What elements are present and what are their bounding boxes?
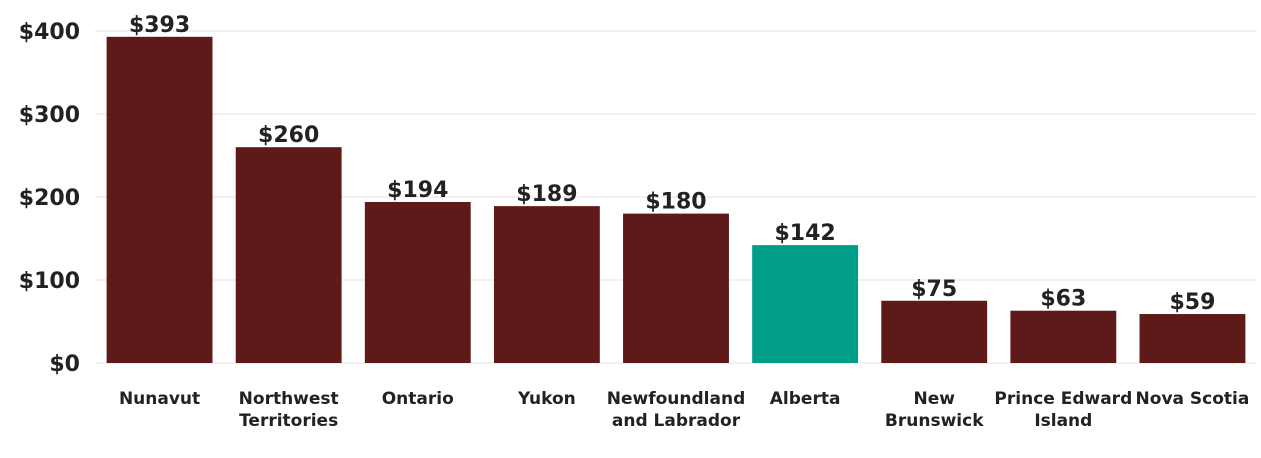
value-label: $180	[645, 190, 706, 215]
bar	[752, 245, 859, 363]
bar	[1139, 314, 1246, 363]
x-tick-label: Nunavut	[118, 389, 201, 409]
bar	[364, 201, 471, 363]
y-tick-label: $300	[19, 103, 80, 128]
y-tick-label: $200	[19, 186, 80, 211]
value-label: $59	[1169, 290, 1215, 315]
x-tick-label: New Brunswick	[884, 389, 984, 431]
x-tick-label: Ontario	[381, 389, 454, 409]
x-tick-label: Northwest Territories	[238, 389, 339, 431]
x-tick-label: Prince Edward Island	[994, 389, 1133, 431]
y-tick-label: $0	[49, 352, 80, 377]
bar	[106, 36, 213, 364]
y-tick-label: $400	[19, 20, 80, 45]
bar	[881, 300, 988, 363]
bar	[493, 206, 600, 363]
value-label: $194	[387, 178, 448, 203]
bar	[1010, 310, 1117, 363]
value-label: $63	[1040, 287, 1086, 312]
value-label: $142	[774, 221, 835, 246]
bar	[235, 147, 342, 363]
value-label: $75	[911, 277, 957, 302]
value-label: $260	[258, 123, 319, 148]
x-tick-label: Newfoundland and Labrador	[606, 389, 746, 431]
value-label: $189	[516, 182, 577, 207]
x-tick-label: Yukon	[517, 389, 576, 409]
y-tick-label: $100	[19, 269, 80, 294]
x-tick-label: Alberta	[769, 389, 841, 409]
bar	[623, 213, 729, 363]
value-label: $393	[129, 13, 190, 38]
x-tick-label: Nova Scotia	[1135, 389, 1250, 409]
